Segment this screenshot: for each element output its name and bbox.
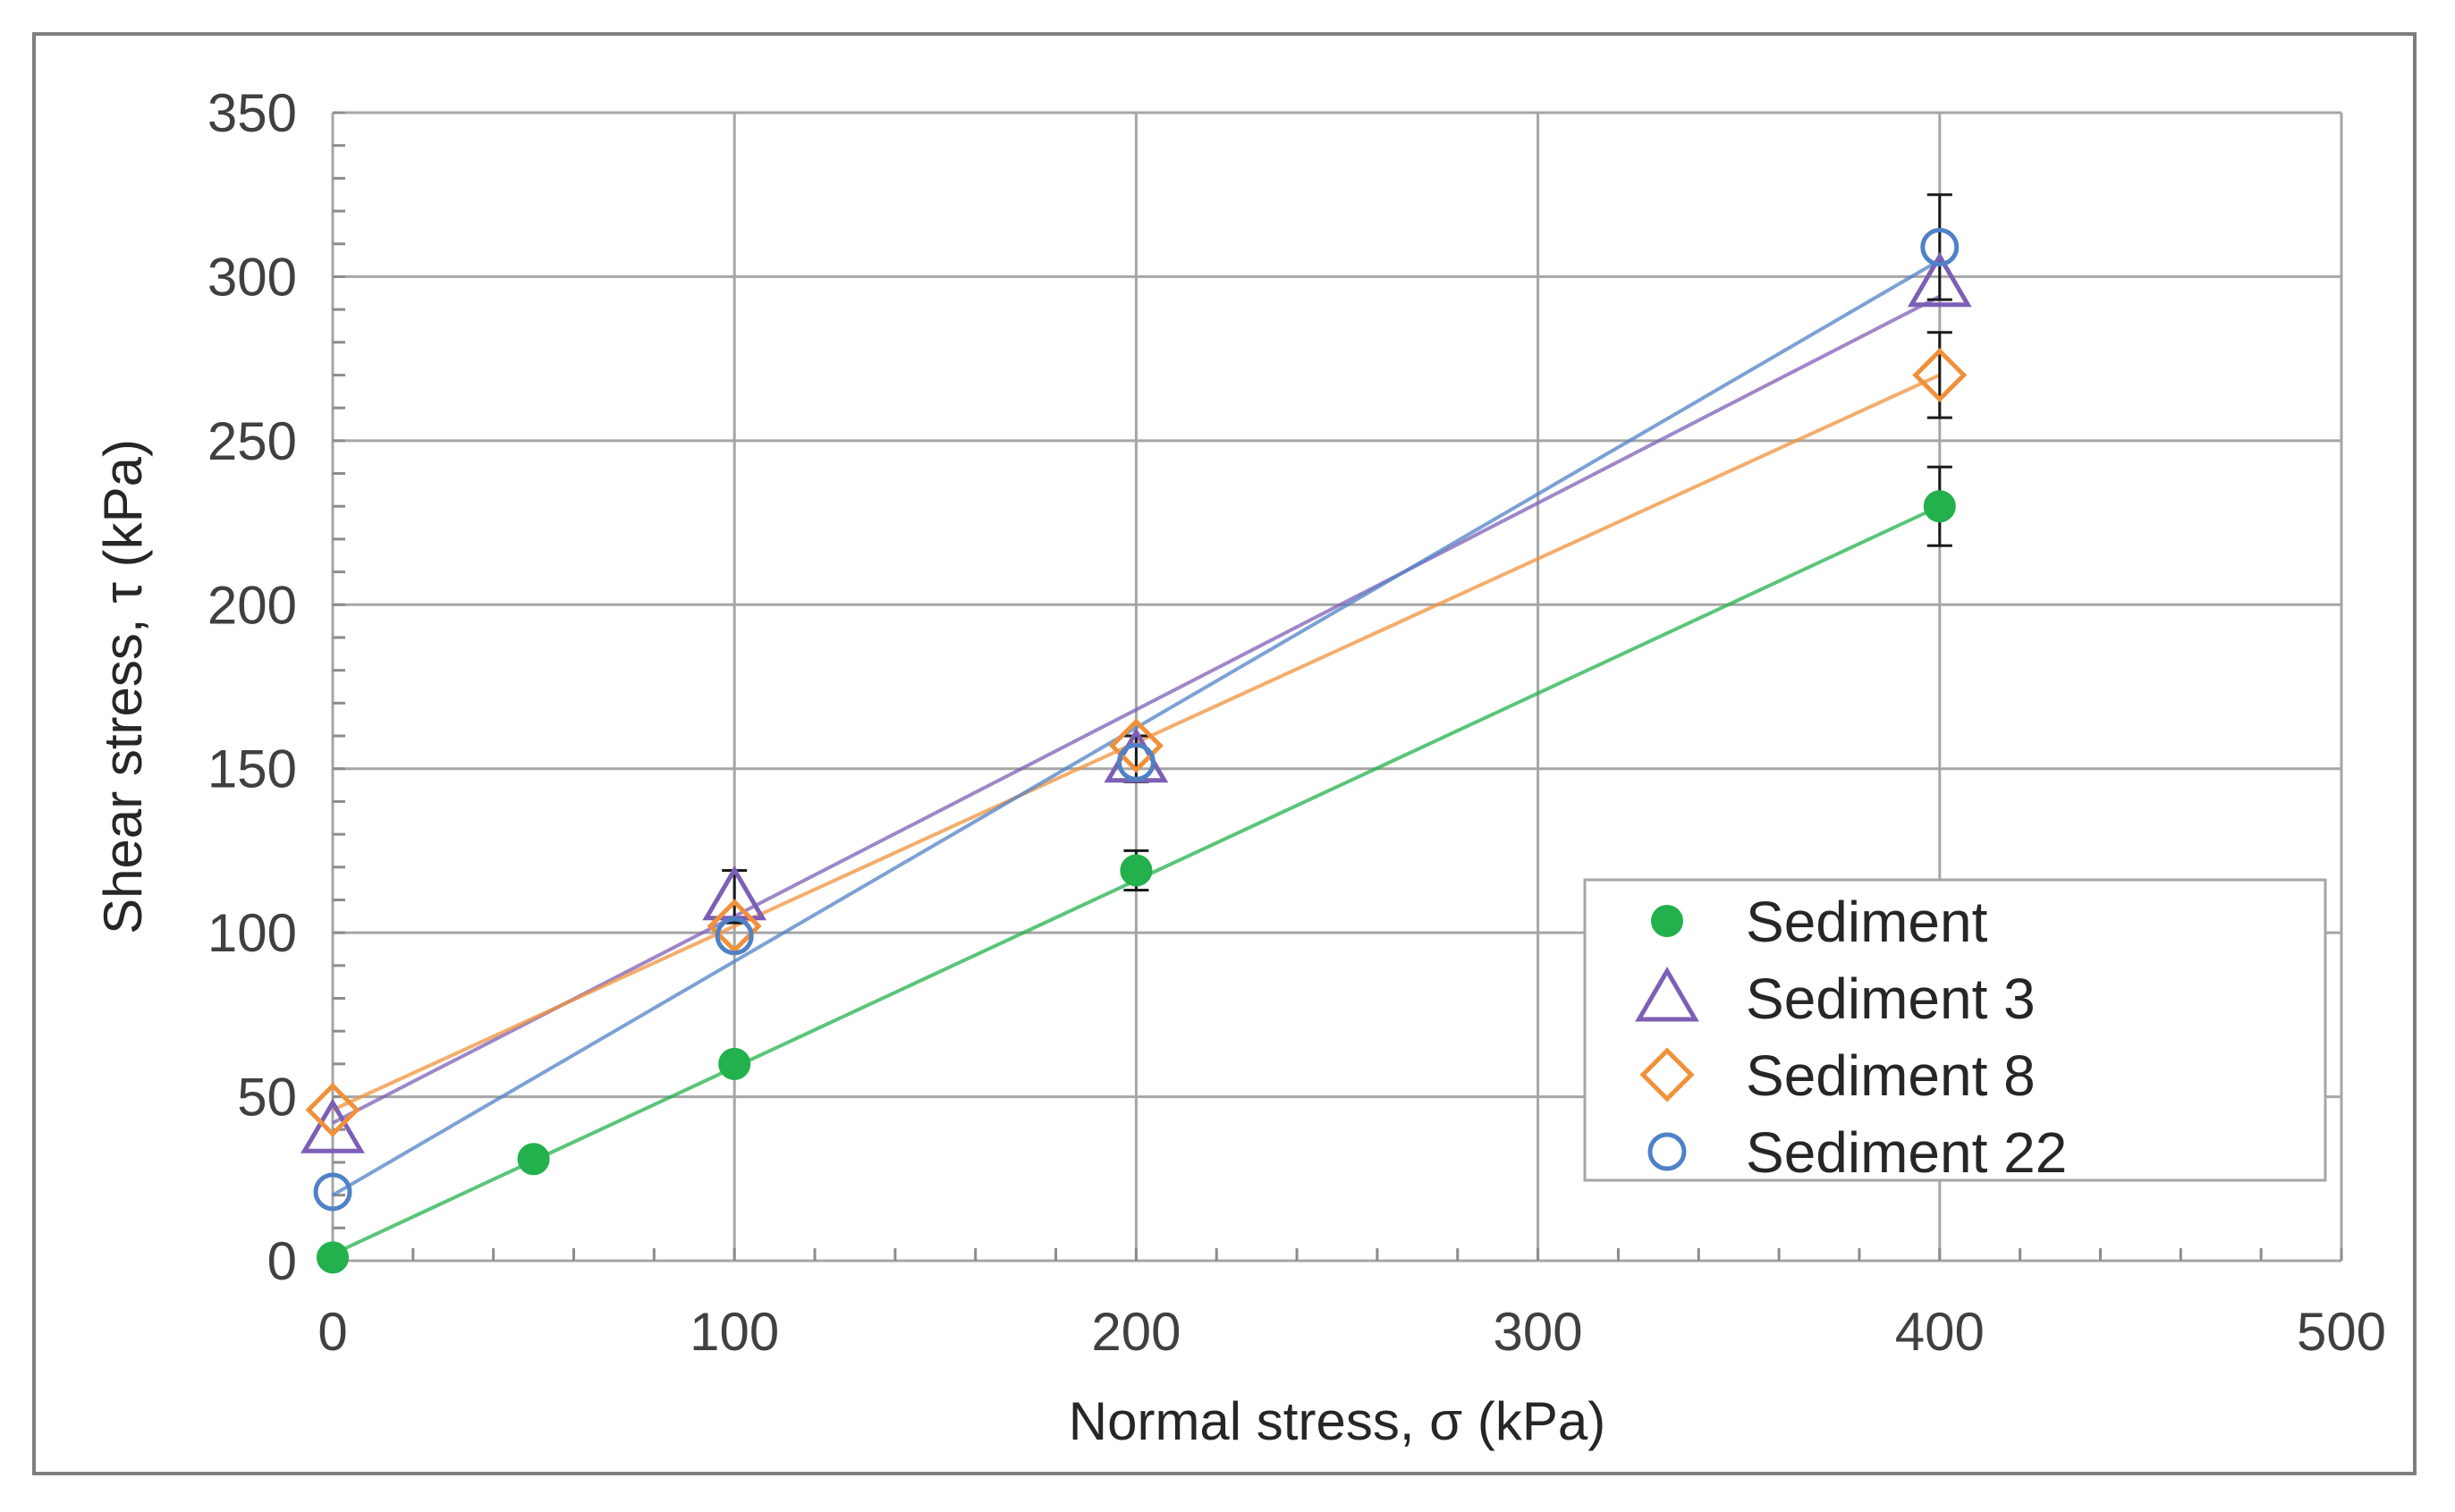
shear-stress-chart: 0 100 200 300 400 500 0 50 100 150 200 250 300 350 No… bbox=[93, 83, 2386, 1451]
y-tick-label-200: 200 bbox=[207, 575, 297, 635]
legend-label-sediment-3: Sediment 3 bbox=[1746, 967, 2036, 1031]
marker-sediment-8-100 bbox=[707, 899, 762, 954]
marker-sediment-100 bbox=[718, 1047, 751, 1080]
legend-marker-sediment-8 bbox=[1639, 1047, 1695, 1102]
data-markers bbox=[301, 227, 1972, 1274]
marker-sediment-8-200 bbox=[1108, 718, 1164, 773]
legend-marker-sediment bbox=[1651, 905, 1683, 937]
error-bar-sediment-22-400 bbox=[1926, 193, 1952, 301]
legend-label-sediment: Sediment bbox=[1746, 890, 1988, 954]
tick-labels: 0 100 200 300 400 500 0 50 100 150 200 250 300 350 bbox=[207, 83, 2386, 1362]
marker-sediment-0 bbox=[317, 1241, 349, 1274]
marker-sediment-22-100 bbox=[715, 916, 754, 956]
marker-sediment-8-0 bbox=[305, 1082, 360, 1137]
x-tick-label-300: 300 bbox=[1494, 1302, 1583, 1362]
marker-sediment-50 bbox=[517, 1143, 550, 1176]
error-bars bbox=[722, 193, 1952, 925]
y-tick-label-100: 100 bbox=[207, 903, 297, 963]
y-tick-label-300: 300 bbox=[207, 247, 297, 307]
legend-marker-sediment-22 bbox=[1647, 1132, 1687, 1171]
marker-sediment-3-400 bbox=[1907, 251, 1972, 308]
x-tick-label-400: 400 bbox=[1895, 1302, 1985, 1362]
y-tick-label-250: 250 bbox=[207, 411, 297, 471]
marker-sediment-3-0 bbox=[301, 1098, 365, 1153]
legend-label-sediment-8: Sediment 8 bbox=[1746, 1043, 2036, 1108]
legend-label-sediment-22: Sediment 22 bbox=[1746, 1120, 2067, 1185]
y-tick-label-0: 0 bbox=[267, 1231, 297, 1291]
marker-sediment-22-400 bbox=[1920, 227, 1960, 266]
legend-markers bbox=[1635, 905, 1699, 1171]
x-tick-label-500: 500 bbox=[2297, 1302, 2386, 1362]
fit-line-sediment-3 bbox=[332, 294, 1941, 1125]
y-tick-label-350: 350 bbox=[207, 83, 297, 143]
x-tick-label-0: 0 bbox=[317, 1302, 347, 1362]
marker-sediment-22-0 bbox=[313, 1172, 352, 1212]
x-tick-label-100: 100 bbox=[690, 1302, 779, 1362]
x-axis-title: Normal stress, σ (kPa) bbox=[1069, 1391, 1605, 1451]
y-tick-label-50: 50 bbox=[237, 1068, 297, 1128]
legend: Sediment Sediment 3 Sediment 8 Sediment … bbox=[1583, 878, 2327, 1185]
y-axis-title: Shear stress, τ (kPa) bbox=[93, 439, 153, 934]
error-bar-sediment-3-100 bbox=[722, 868, 748, 925]
axes bbox=[331, 111, 2343, 1263]
marker-sediment-200 bbox=[1120, 854, 1153, 887]
marker-sediment-8-400 bbox=[1912, 347, 1968, 403]
error-bar-sediment-8-400 bbox=[1926, 331, 1952, 419]
legend-box bbox=[1583, 878, 2327, 1182]
marker-sediment-22-200 bbox=[1116, 742, 1156, 781]
marker-sediment-400 bbox=[1923, 490, 1956, 523]
gridlines bbox=[331, 111, 2343, 1263]
legend-marker-sediment-3 bbox=[1635, 967, 1699, 1022]
chart-frame: 0 100 200 300 400 500 0 50 100 150 200 250 300 350 No… bbox=[32, 32, 2417, 1475]
y-tick-label-150: 150 bbox=[207, 739, 297, 799]
x-tick-label-200: 200 bbox=[1091, 1302, 1181, 1362]
